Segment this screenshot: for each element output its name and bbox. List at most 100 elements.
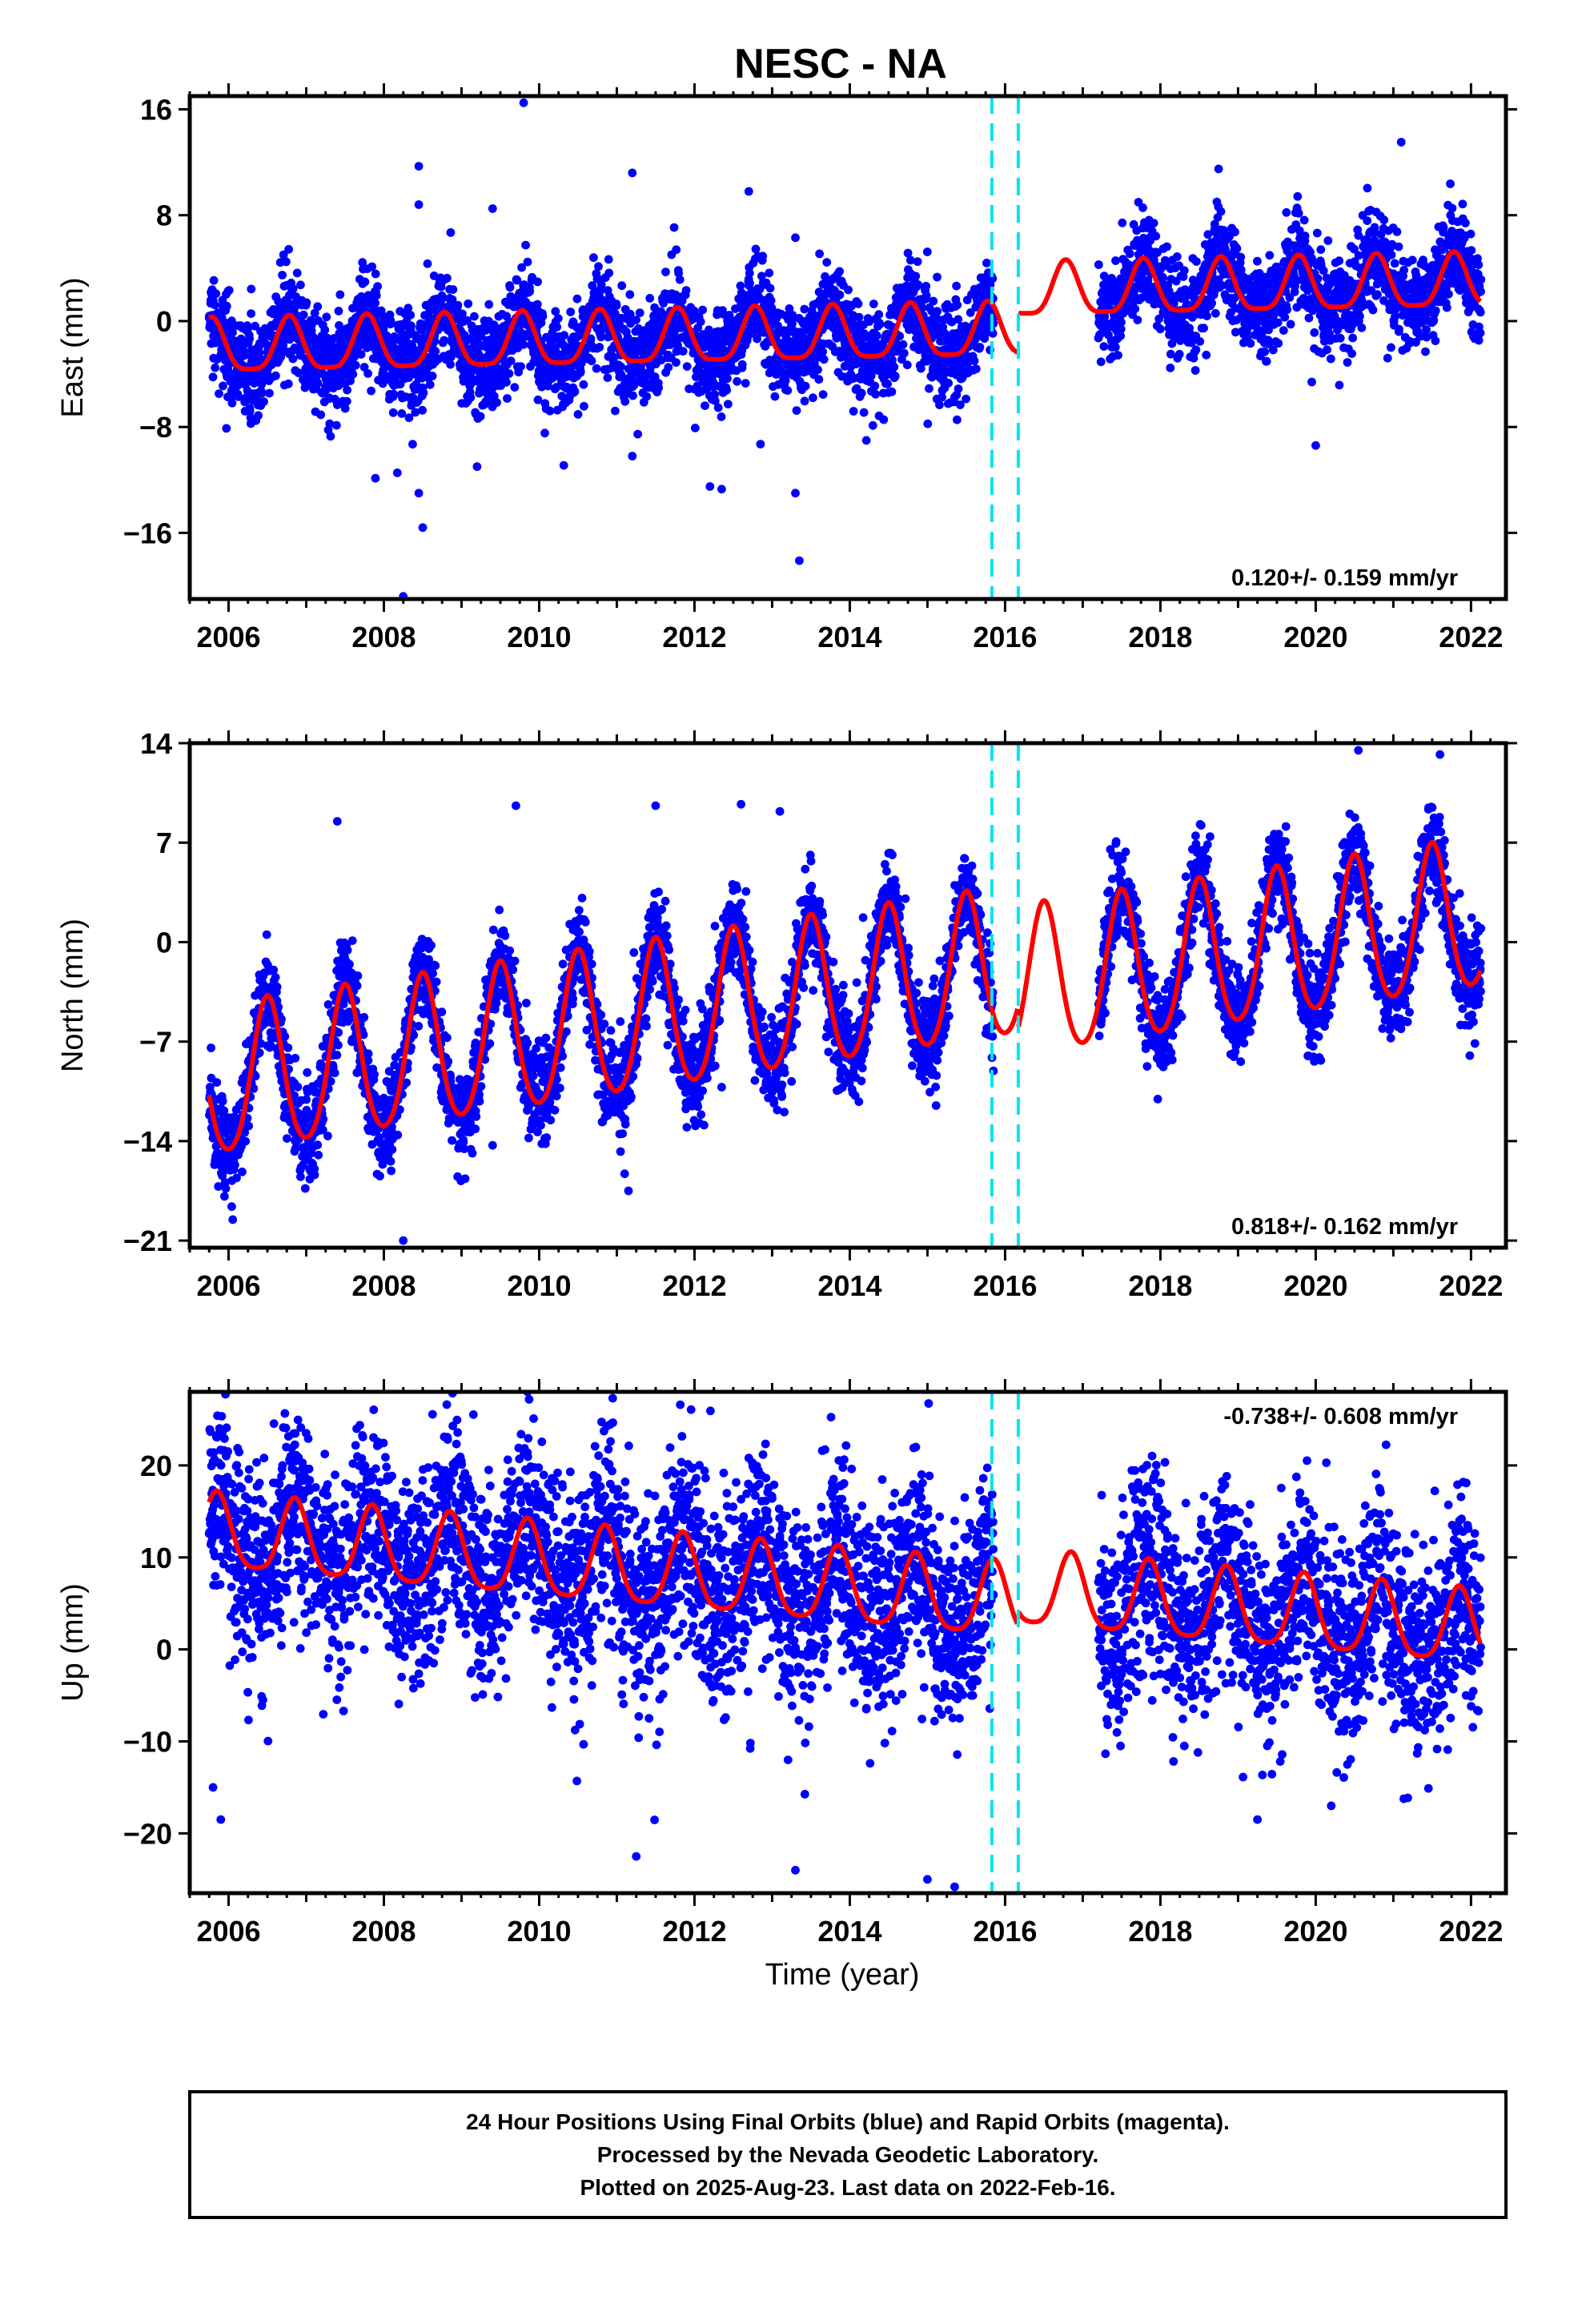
data-point (343, 385, 351, 395)
data-point (1253, 256, 1262, 266)
data-point (781, 376, 790, 385)
data-point (371, 473, 380, 483)
data-point (428, 372, 437, 380)
data-point (259, 397, 268, 406)
data-point (371, 269, 380, 279)
data-point (331, 420, 341, 430)
data-point (1172, 252, 1182, 261)
data-point (1283, 305, 1291, 315)
data-point (320, 325, 330, 335)
data-point (566, 308, 576, 316)
data-point (334, 307, 343, 316)
data-point (576, 367, 585, 376)
outlier-point (705, 482, 715, 491)
data-point (1125, 249, 1134, 259)
data-point (628, 391, 637, 400)
data-point (1202, 350, 1211, 360)
data-point (1407, 255, 1417, 265)
data-point (404, 413, 414, 423)
data-point (419, 388, 428, 397)
data-point (227, 398, 237, 408)
data-point (560, 331, 569, 340)
data-point (551, 307, 560, 316)
data-point (1461, 219, 1470, 227)
data-point (1299, 215, 1309, 225)
data-point (521, 240, 530, 250)
data-point (1211, 308, 1220, 318)
data-point (800, 396, 809, 406)
data-point (1179, 266, 1189, 275)
data-point (1395, 324, 1403, 334)
data-point (616, 362, 625, 372)
data-point (603, 373, 612, 382)
data-point (572, 294, 582, 304)
data-point (310, 308, 319, 318)
data-point (406, 311, 416, 320)
data-point (367, 262, 377, 271)
data-point (1446, 179, 1455, 188)
data-point (1166, 364, 1175, 372)
data-point (801, 381, 810, 391)
east-rate-label: 0.120+/- 0.159 mm/yr (1231, 565, 1458, 591)
data-point (545, 406, 555, 416)
data-point (954, 315, 963, 324)
outlier-point (488, 204, 497, 213)
outlier-point (418, 523, 428, 533)
data-point (625, 290, 635, 300)
data-point (857, 388, 866, 398)
data-point (579, 380, 588, 389)
data-point (386, 316, 396, 325)
data-point (326, 432, 335, 441)
data-point (923, 419, 933, 428)
data-point (373, 282, 382, 291)
data-point (678, 347, 688, 356)
data-point (346, 376, 355, 385)
data-point (1421, 347, 1430, 356)
data-point (360, 277, 370, 287)
y-tick-label: 8 (156, 199, 172, 232)
data-point (701, 401, 709, 410)
east-plot-area (204, 98, 1486, 599)
data-point (813, 365, 822, 375)
y-tick-label: 0 (156, 305, 172, 338)
data-point (818, 390, 828, 399)
data-point (429, 271, 439, 280)
data-point (835, 267, 844, 276)
data-point (431, 347, 440, 356)
data-point (1300, 231, 1310, 240)
data-point (279, 250, 288, 259)
data-point (580, 401, 588, 411)
data-point (388, 408, 398, 417)
data-point (1323, 236, 1333, 245)
data-point (682, 362, 692, 371)
data-point (329, 334, 339, 343)
data-point (1387, 250, 1396, 259)
data-point (654, 383, 663, 392)
outlier-point (414, 200, 424, 209)
data-point (1476, 328, 1485, 338)
data-point (288, 354, 298, 364)
data-point (765, 268, 774, 278)
data-point (690, 424, 700, 432)
data-point (1476, 308, 1485, 317)
data-point (1111, 256, 1120, 265)
data-point (1269, 311, 1279, 320)
data-point (1117, 318, 1126, 327)
data-point (1373, 290, 1382, 300)
data-point (1162, 242, 1171, 251)
data-point (342, 396, 351, 406)
data-point (645, 294, 655, 303)
data-point (586, 334, 596, 344)
data-point (313, 378, 323, 388)
data-point (933, 272, 942, 282)
data-point (1174, 349, 1184, 359)
data-point (861, 436, 871, 445)
data-point (1474, 260, 1484, 269)
data-point (335, 290, 345, 300)
data-point (921, 291, 931, 300)
x-tick-label: 2022 (1439, 621, 1503, 653)
data-point (392, 468, 402, 477)
data-point (675, 275, 685, 284)
data-point (818, 347, 827, 356)
data-point (367, 386, 375, 396)
